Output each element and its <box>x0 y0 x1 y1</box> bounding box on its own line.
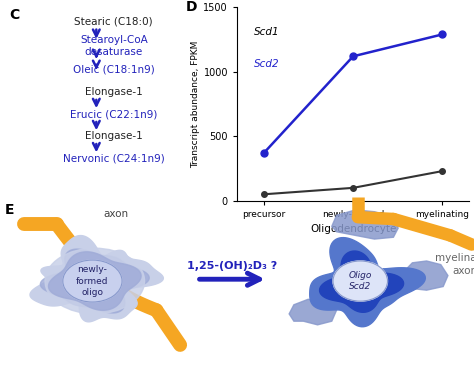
Text: Stearoyl-CoA
desaturase: Stearoyl-CoA desaturase <box>80 35 147 57</box>
Text: Oleic (C18:1n9): Oleic (C18:1n9) <box>73 65 155 75</box>
Polygon shape <box>310 238 425 327</box>
Text: Erucic (C22:1n9): Erucic (C22:1n9) <box>70 109 157 119</box>
Ellipse shape <box>333 261 387 301</box>
Text: Elongase-1: Elongase-1 <box>85 87 143 97</box>
Text: Stearic (C18:0): Stearic (C18:0) <box>74 17 153 27</box>
Polygon shape <box>332 210 398 239</box>
Text: Oligo
Scd2: Oligo Scd2 <box>348 271 372 291</box>
Text: Elongase-1: Elongase-1 <box>85 131 143 141</box>
Text: newly-
formed
oligo: newly- formed oligo <box>76 265 109 297</box>
Y-axis label: Transcript abundance, FPKM: Transcript abundance, FPKM <box>191 41 201 168</box>
Ellipse shape <box>63 260 122 302</box>
Polygon shape <box>289 299 337 325</box>
Polygon shape <box>40 249 149 313</box>
Polygon shape <box>403 261 448 290</box>
Polygon shape <box>30 235 164 322</box>
Polygon shape <box>319 251 403 312</box>
Text: Nervonic (C24:1n9): Nervonic (C24:1n9) <box>63 153 164 163</box>
Text: newly-
formed
oligo: newly- formed oligo <box>76 265 109 297</box>
Text: D: D <box>186 0 197 14</box>
Text: myelinated
axon: myelinated axon <box>435 253 474 276</box>
X-axis label: Oligodendrocyte: Oligodendrocyte <box>310 224 396 234</box>
Ellipse shape <box>45 248 145 314</box>
Text: axon: axon <box>103 209 129 219</box>
Text: E: E <box>5 203 14 216</box>
Text: 1,25-(OH)₂D₃ ?: 1,25-(OH)₂D₃ ? <box>187 261 277 271</box>
Ellipse shape <box>63 260 122 302</box>
Text: C: C <box>9 8 19 22</box>
Polygon shape <box>48 252 141 310</box>
